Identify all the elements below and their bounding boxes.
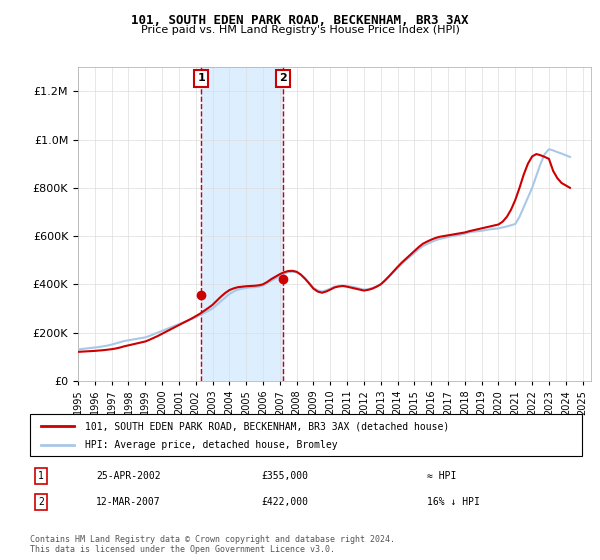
Text: 101, SOUTH EDEN PARK ROAD, BECKENHAM, BR3 3AX (detached house): 101, SOUTH EDEN PARK ROAD, BECKENHAM, BR… xyxy=(85,421,449,431)
Text: £355,000: £355,000 xyxy=(262,471,309,481)
Bar xyxy=(201,67,283,381)
FancyBboxPatch shape xyxy=(30,414,582,456)
Text: £422,000: £422,000 xyxy=(262,497,309,507)
Text: 25-APR-2002: 25-APR-2002 xyxy=(96,471,161,481)
Text: Contains HM Land Registry data © Crown copyright and database right 2024.
This d: Contains HM Land Registry data © Crown c… xyxy=(30,535,395,554)
Text: Price paid vs. HM Land Registry's House Price Index (HPI): Price paid vs. HM Land Registry's House … xyxy=(140,25,460,35)
Text: 101, SOUTH EDEN PARK ROAD, BECKENHAM, BR3 3AX: 101, SOUTH EDEN PARK ROAD, BECKENHAM, BR… xyxy=(131,14,469,27)
Text: HPI: Average price, detached house, Bromley: HPI: Average price, detached house, Brom… xyxy=(85,440,338,450)
Text: 1: 1 xyxy=(197,73,205,83)
Text: 2: 2 xyxy=(38,497,44,507)
Text: 2: 2 xyxy=(280,73,287,83)
Text: 16% ↓ HPI: 16% ↓ HPI xyxy=(427,497,481,507)
Text: 12-MAR-2007: 12-MAR-2007 xyxy=(96,497,161,507)
Text: 1: 1 xyxy=(38,471,44,481)
Text: ≈ HPI: ≈ HPI xyxy=(427,471,457,481)
